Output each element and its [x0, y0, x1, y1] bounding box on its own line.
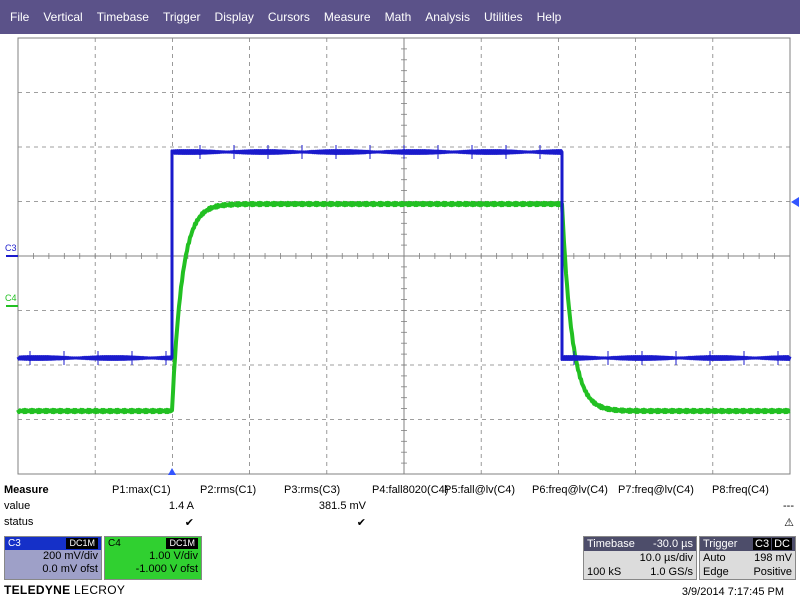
- channel-c4-vdiv: 1.00 V/div: [149, 550, 198, 562]
- timebase-tdiv: 10.0 µs/div: [639, 552, 693, 564]
- c4-trace: [16, 200, 791, 415]
- timebase-descriptor[interactable]: Timebase -30.0 µs 10.0 µs/div 100 kS 1.0…: [583, 536, 697, 580]
- menu-math[interactable]: Math: [384, 10, 412, 24]
- brand-logo: TELEDYNE LECROY: [4, 583, 125, 597]
- measure-param-8-value: ---: [783, 500, 794, 512]
- menu-measure[interactable]: Measure: [323, 10, 371, 24]
- measure-panel[interactable]: Measure P1:max(C1) P2:rms(C1) P3:rms(C3) P4…: [0, 484, 800, 534]
- timebase-rate: 1.0 GS/s: [650, 566, 693, 578]
- timebase-tdiv-row: 10.0 µs/div: [584, 551, 696, 565]
- trigger-mode: Auto: [703, 552, 726, 564]
- measure-param-3-status: ✔: [356, 517, 366, 529]
- trigger-slope: Positive: [753, 566, 792, 578]
- channel-c3-header: C3 DC1M: [5, 537, 101, 550]
- trigger-source: C3: [753, 538, 772, 550]
- measure-status-row: status ✔ ✔ ⚠: [0, 516, 800, 532]
- measure-param-5-name[interactable]: P5:fall@lv(C4): [444, 484, 516, 496]
- channel-c4-descriptor[interactable]: C4 DC1M 1.00 V/div -1.000 V ofst: [104, 536, 202, 580]
- trigger-descriptor[interactable]: Trigger C3 DC Auto 198 mV Edge Positive: [699, 536, 796, 580]
- channel-c4-coupling: DC1M: [166, 538, 198, 549]
- measure-param-1-status: ✔: [184, 517, 194, 529]
- measure-title: Measure: [4, 484, 49, 496]
- trigger-label: Trigger: [703, 538, 738, 550]
- trigger-mode-row: Auto 198 mV: [700, 551, 795, 565]
- timebase-sample-row: 100 kS 1.0 GS/s: [584, 565, 696, 579]
- channel-c3-offset: 0.0 mV ofst: [42, 563, 98, 575]
- trigger-type: Edge: [703, 566, 729, 578]
- trigger-coupling: DC: [772, 538, 792, 550]
- brand-rest: LECROY: [70, 583, 126, 597]
- trigger-level-marker: [791, 197, 799, 207]
- channel-c3-label: C3: [8, 538, 21, 549]
- timebase-delay: -30.0 µs: [653, 538, 693, 550]
- status-row-label: status: [4, 516, 34, 528]
- trigger-position-marker: [168, 468, 176, 475]
- channel-c3-coupling: DC1M: [66, 538, 98, 549]
- measure-param-7-name[interactable]: P7:freq@lv(C4): [618, 484, 694, 496]
- trigger-source-tags: C3 DC: [753, 537, 792, 551]
- measure-param-4-name[interactable]: P4:fall8020(C4): [372, 484, 449, 496]
- timebase-label: Timebase: [587, 538, 635, 550]
- menu-utilities[interactable]: Utilities: [483, 10, 523, 24]
- menu-timebase[interactable]: Timebase: [96, 10, 149, 24]
- trigger-header: Trigger C3 DC: [700, 537, 795, 551]
- datetime-stamp: 3/9/2014 7:17:45 PM: [681, 586, 784, 598]
- trigger-level: 198 mV: [754, 552, 792, 564]
- channel-c4-offset: -1.000 V ofst: [135, 563, 198, 575]
- value-row-label: value: [4, 500, 31, 512]
- measure-param-8-status: ⚠: [784, 517, 794, 529]
- menu-vertical[interactable]: Vertical: [43, 10, 83, 24]
- menu-analysis[interactable]: Analysis: [425, 10, 470, 24]
- channel-c4-header: C4 DC1M: [105, 537, 201, 550]
- menu-trigger[interactable]: Trigger: [162, 10, 201, 24]
- measure-param-3-value: 381.5 mV: [318, 500, 366, 512]
- channel-c3-descriptor[interactable]: C3 DC1M 200 mV/div 0.0 mV ofst: [4, 536, 102, 580]
- channel-c3-vdiv: 200 mV/div: [42, 550, 98, 562]
- measure-param-2-name[interactable]: P2:rms(C1): [200, 484, 257, 496]
- menu-bar: File Vertical Timebase Trigger Display Cursor…: [0, 0, 800, 34]
- measure-value-row: value 1.4 A 381.5 mV ---: [0, 500, 800, 516]
- waveform-grid[interactable]: C3 C4: [0, 36, 800, 476]
- channel-c4-label: C4: [108, 538, 121, 549]
- measure-param-8-name[interactable]: P8:freq(C4): [712, 484, 769, 496]
- timebase-header: Timebase -30.0 µs: [584, 537, 696, 551]
- menu-file[interactable]: File: [10, 10, 30, 24]
- timebase-samples: 100 kS: [587, 566, 622, 578]
- menu-cursors[interactable]: Cursors: [267, 10, 310, 24]
- waveform-display[interactable]: C3 C4: [0, 36, 800, 476]
- menu-help[interactable]: Help: [536, 10, 562, 24]
- brand-bold: TELEDYNE: [4, 583, 71, 597]
- measure-param-1-value: 1.4 A: [168, 500, 194, 512]
- measure-header-row: Measure P1:max(C1) P2:rms(C1) P3:rms(C3) P4…: [0, 484, 800, 500]
- measure-param-3-name[interactable]: P3:rms(C3): [284, 484, 341, 496]
- menu-display[interactable]: Display: [214, 10, 254, 24]
- c4-marker-label: C4: [5, 293, 17, 303]
- measure-param-1-name[interactable]: P1:max(C1): [112, 484, 171, 496]
- trigger-type-row: Edge Positive: [700, 565, 795, 579]
- c3-marker-label: C3: [5, 243, 17, 253]
- measure-param-6-name[interactable]: P6:freq@lv(C4): [532, 484, 608, 496]
